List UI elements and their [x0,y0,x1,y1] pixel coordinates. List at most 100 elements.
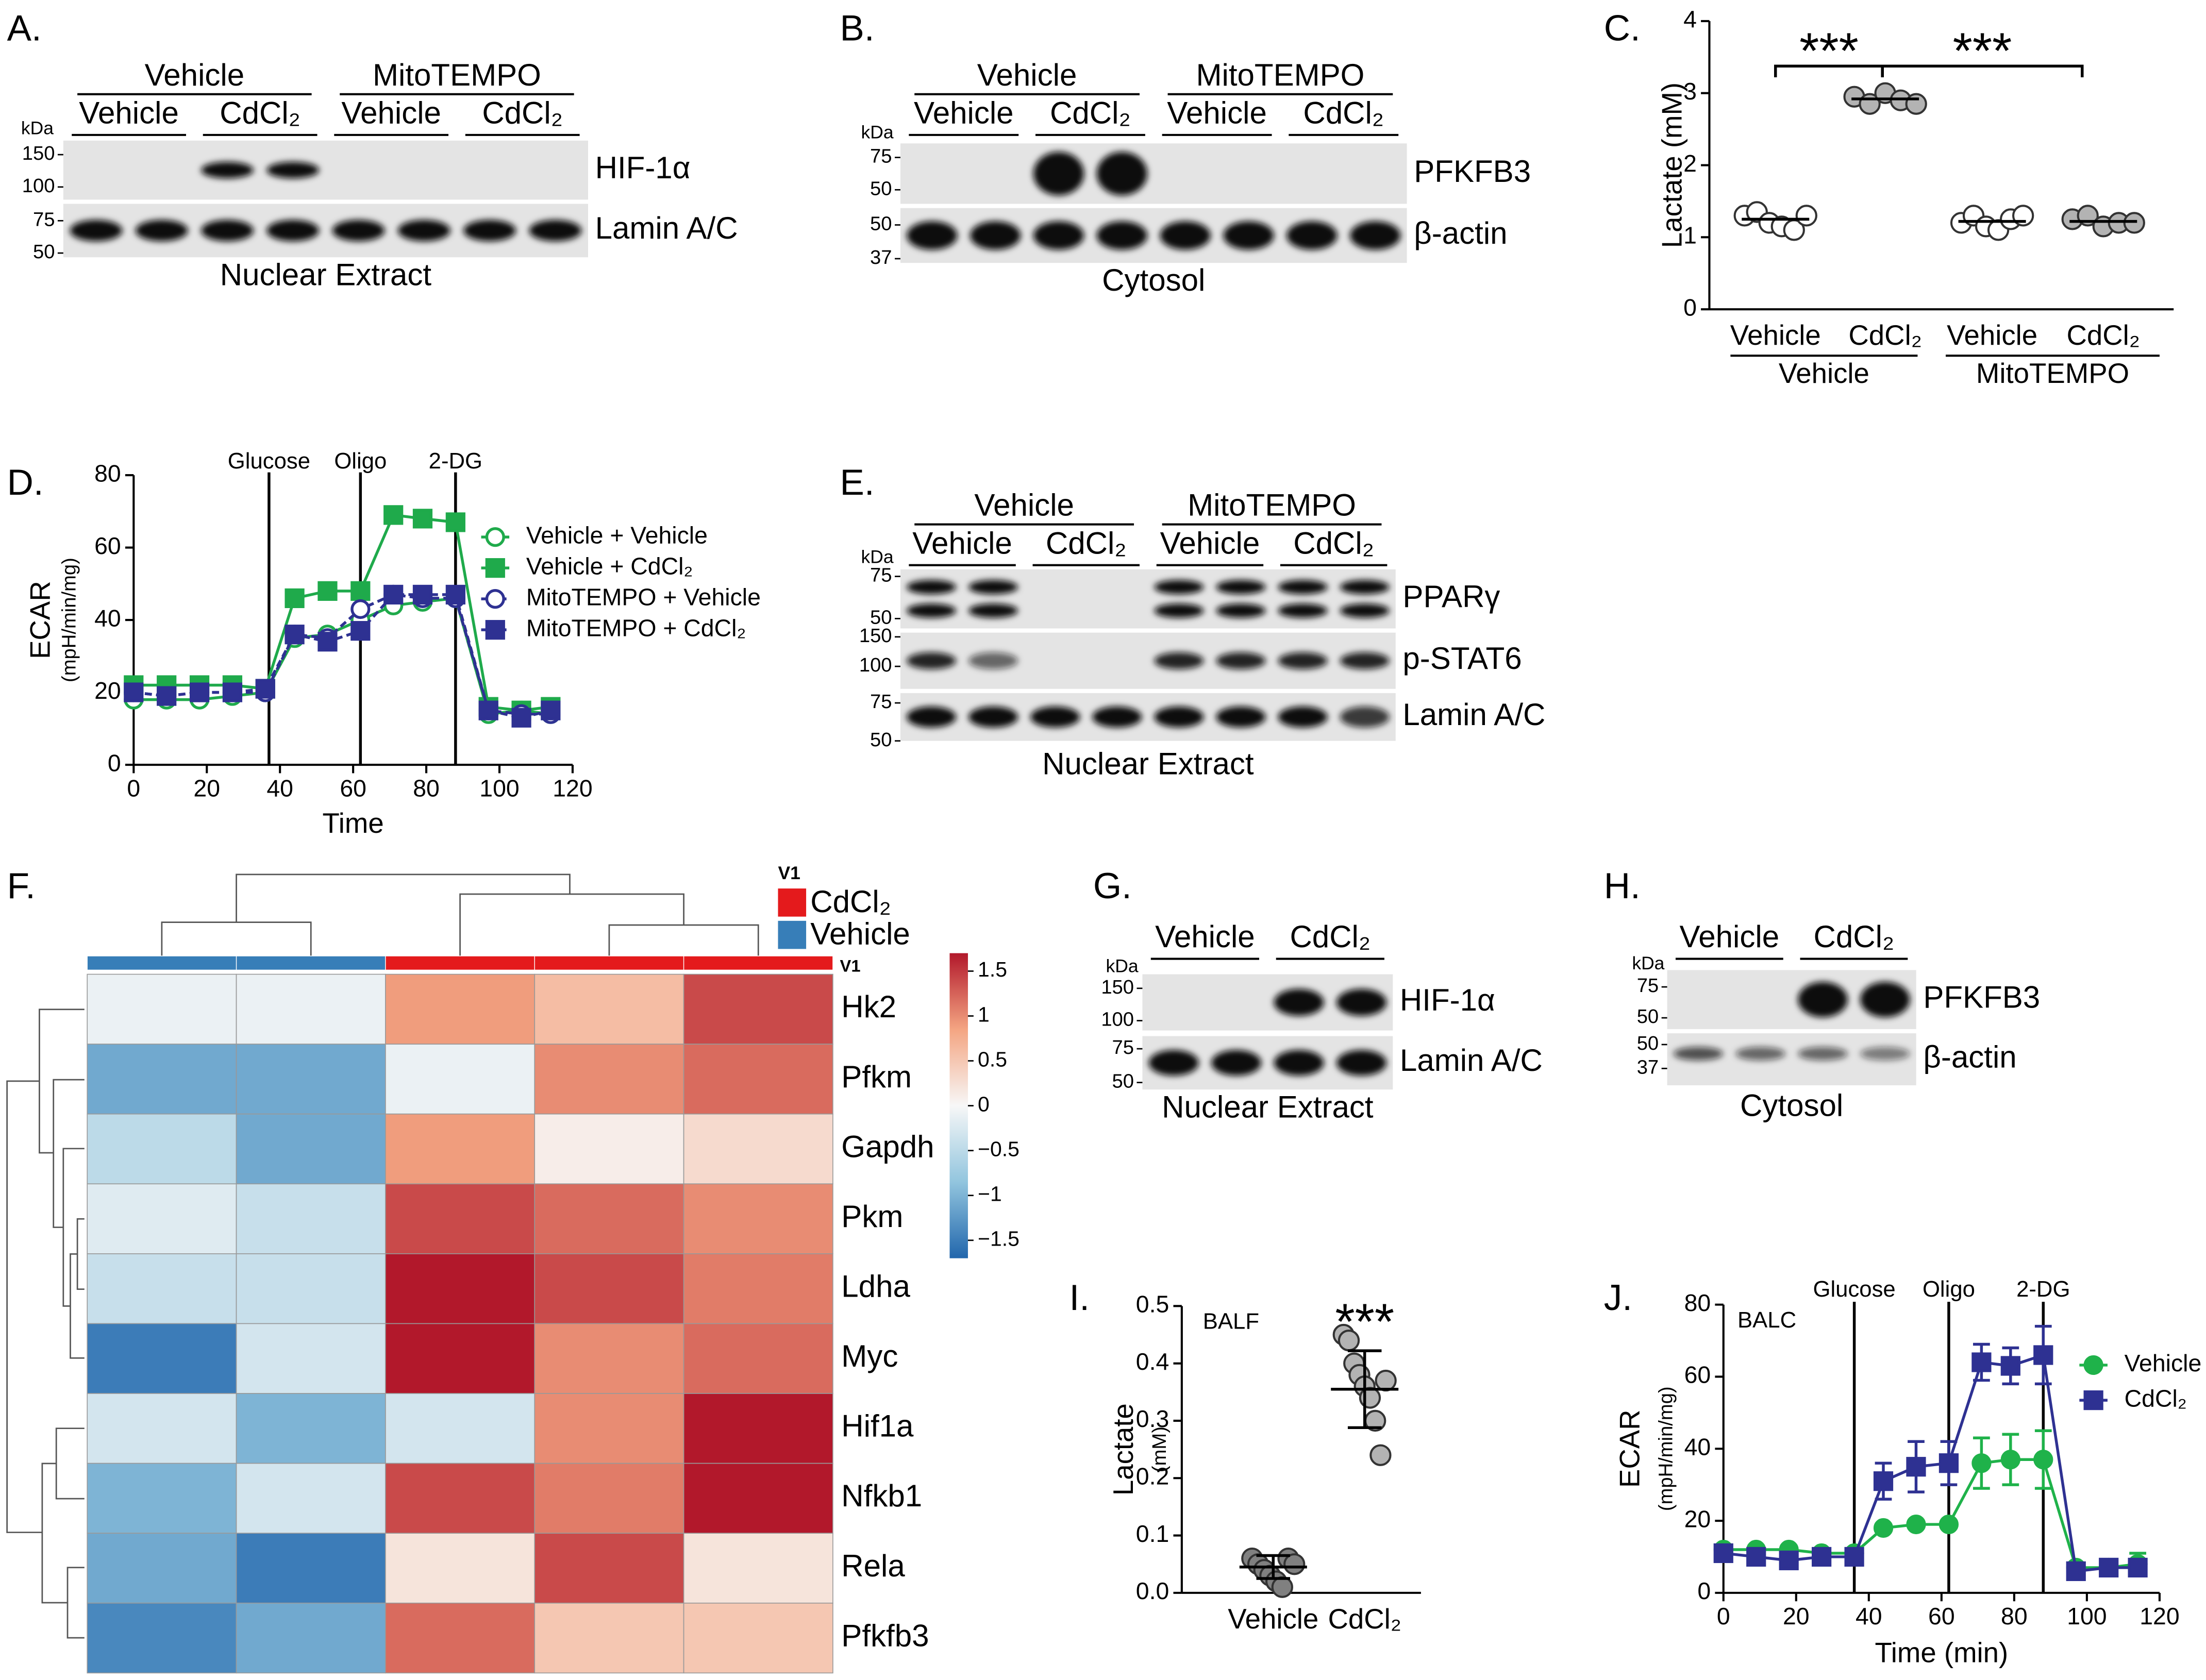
data-point [2000,1356,2020,1376]
x-tick-label: 60 [1928,1603,1955,1629]
significance-label: *** [1335,1293,1394,1350]
heatmap-cell [236,1533,386,1604]
data-point [1271,1576,1293,1598]
row-label: Hif1a [841,1409,914,1443]
y-tick-label: 0 [108,749,121,776]
data-point [317,581,338,601]
legend-swatch [778,888,807,917]
heatmap-cell [87,1044,237,1115]
blot-strip [63,140,588,200]
heatmap-cell [683,1183,833,1254]
blot-band [463,220,516,242]
significance-bracket [1881,64,2084,78]
colorbar-label: −1.5 [978,1227,1020,1251]
x-tick-label: Vehicle [1730,320,1821,351]
data-point [2123,212,2145,234]
legend-label: MitoTEMPO + CdCl₂ [526,614,746,641]
data-point [1779,1550,1799,1571]
kda-marker: 100 [859,654,892,676]
y-tick-label: 0.2 [1136,1463,1169,1490]
data-point [445,512,465,532]
blot-band [1340,603,1390,618]
event-label: Glucose [228,448,310,474]
heatmap-cell [236,1323,386,1394]
legend-label: Vehicle + CdCl₂ [526,552,693,579]
data-point [2033,1345,2053,1365]
data-point [350,599,371,619]
blot-band [1336,988,1387,1016]
kda-marker: 50 [33,241,55,263]
blot-band [1096,152,1147,196]
heatmap-cell [236,1044,386,1115]
y-tick-label: 0.0 [1136,1577,1169,1604]
x-tick-label: Vehicle [1947,320,2037,351]
blot-band [968,603,1018,618]
fraction-label: Cytosol [1740,1088,1843,1123]
kda-label: kDa [861,122,894,143]
y-axis-unit: (mpH/min/mg) [1655,1386,1677,1511]
heatmap-cell [683,1044,833,1115]
panel-label: A. [7,8,42,49]
kda-marker: 75 [1637,975,1659,997]
lane-label: Vehicle [1155,919,1255,954]
kda-marker: 75 [870,691,892,713]
heatmap-cell [534,1183,684,1254]
heatmap-cell [534,973,684,1045]
protein-label: Lamin A/C [1402,697,1545,732]
blot-strip [900,143,1407,204]
column-annotation [534,955,684,971]
y-tick-label: 20 [1684,1505,1711,1532]
heatmap-cell [236,1183,386,1254]
annotation-label: V1 [840,956,861,976]
data-point [1359,1387,1381,1409]
kda-marker: 100 [22,175,55,197]
data-point [1873,1471,1894,1491]
y-axis-label: Lactate (mM) [1657,82,1688,248]
heatmap-cell [385,1533,536,1604]
legend-marker [2083,1390,2103,1410]
y-axis-unit: (mpH/min/mg) [58,558,80,682]
group-label: MitoTEMPO [373,58,541,92]
data-point [1906,1457,1926,1477]
protein-label: PPARγ [1402,579,1500,614]
protein-label: Lamin A/C [595,211,738,245]
data-point [1938,1514,1959,1535]
blot-band [906,580,957,594]
blot-band [907,221,958,250]
fraction-label: Nuclear Extract [220,257,432,292]
kda-label: kDa [861,546,894,567]
event-label: 2-DG [2016,1276,2070,1302]
heatmap-cell [385,973,536,1045]
kda-marker: 50 [1637,1032,1659,1054]
blot-band [1154,706,1204,728]
kda-marker: 50 [870,213,892,235]
lane-label: Vehicle [1160,526,1260,560]
colorbar-label: 0 [978,1092,990,1116]
blot-band [1860,982,1910,1018]
event-label: Oligo [334,448,387,474]
x-tick-label: CdCl₂ [1848,320,1922,351]
blot-band [1735,1047,1786,1061]
significance-label: *** [1799,22,1859,79]
lane-label: Vehicle [914,96,1014,130]
y-axis-label: ECAR [24,581,56,659]
y-tick-label: 3 [1683,78,1697,105]
blot-band [201,220,254,242]
y-tick-label: 80 [94,460,121,486]
row-label: Ldha [841,1269,910,1304]
blot-band [1216,706,1266,728]
blot-band [1154,580,1204,594]
lane-label: CdCl₂ [220,96,300,130]
data-point [1812,1547,1832,1567]
significance-label: *** [1953,22,2012,79]
data-point [1713,1543,1733,1564]
group-label: MitoTEMPO [1188,488,1356,523]
blot-band [1033,152,1084,196]
data-point [1795,205,1817,227]
row-label: Pfkfb3 [841,1618,929,1653]
panel-label: H. [1604,866,1641,906]
data-point [1971,1352,1992,1372]
event-label: Glucose [1813,1276,1896,1302]
x-tick-label: 40 [266,775,293,801]
y-tick-label: 4 [1683,6,1697,32]
